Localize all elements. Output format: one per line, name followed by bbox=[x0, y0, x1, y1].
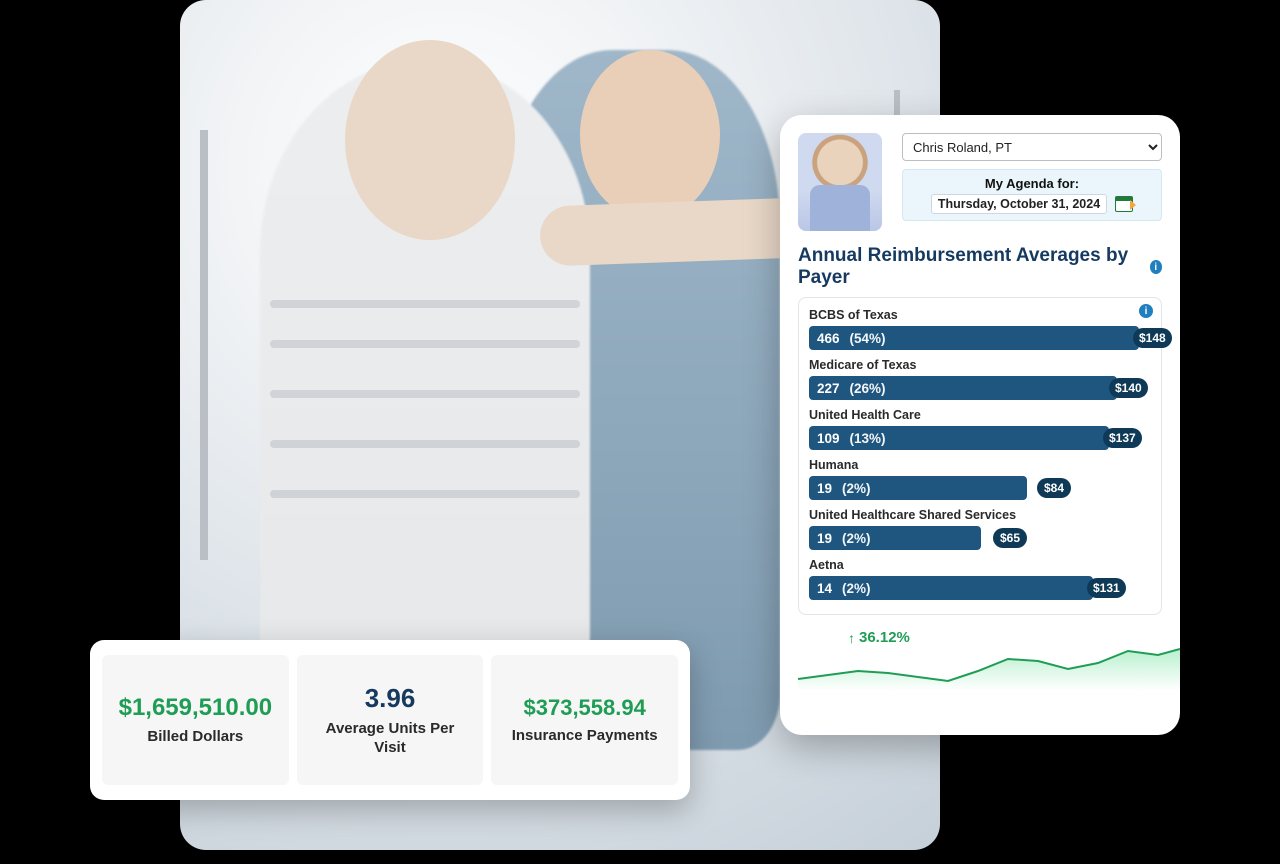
stats-card: $1,659,510.00 Billed Dollars 3.96 Average U… bbox=[90, 640, 690, 800]
payer-amount-bubble: $84 bbox=[1037, 478, 1071, 498]
payer-bar-wrap: 19 (2%) $65 bbox=[809, 526, 1151, 550]
payer-name: Aetna bbox=[809, 558, 1151, 572]
payer-bar: 109 (13%) bbox=[809, 426, 1109, 450]
sparkline-chart bbox=[798, 631, 1180, 691]
payer-row: Humana 19 (2%) $84 bbox=[809, 458, 1151, 500]
agenda-date[interactable]: Thursday, October 31, 2024 bbox=[931, 194, 1107, 214]
payer-bar-wrap: 109 (13%) $137 bbox=[809, 426, 1151, 450]
payer-bar-wrap: 14 (2%) $131 bbox=[809, 576, 1151, 600]
photo-shirt-stripe bbox=[270, 440, 580, 448]
payer-amount-bubble: $148 bbox=[1133, 328, 1172, 348]
payer-percent: (26%) bbox=[850, 381, 886, 396]
stat-value: $373,558.94 bbox=[524, 695, 646, 721]
payer-name: Humana bbox=[809, 458, 1151, 472]
stat-cell: $373,558.94 Insurance Payments bbox=[491, 655, 678, 785]
payer-name: United Health Care bbox=[809, 408, 1151, 422]
payer-row: BCBS of Texas466(54%)$148 bbox=[809, 308, 1151, 350]
payer-amount-bubble: $140 bbox=[1109, 378, 1148, 398]
stat-cell: $1,659,510.00 Billed Dollars bbox=[102, 655, 289, 785]
payer-bar: 19 (2%) bbox=[809, 526, 981, 550]
payer-row: Aetna 14 (2%) $131 bbox=[809, 558, 1151, 600]
payer-percent: (2%) bbox=[842, 581, 871, 596]
stat-value: $1,659,510.00 bbox=[119, 694, 272, 722]
payer-row: Medicare of Texas 227 (26%) $140 bbox=[809, 358, 1151, 400]
trend-sparkline-area: ↑ 36.12% bbox=[798, 621, 1162, 691]
info-icon[interactable]: i bbox=[1150, 260, 1163, 274]
payer-count: 227 bbox=[817, 381, 840, 396]
payer-bar: 19 (2%) bbox=[809, 476, 1027, 500]
payer-bar-wrap: 19 (2%) $84 bbox=[809, 476, 1151, 500]
agenda-label: My Agenda for: bbox=[911, 176, 1153, 191]
payer-row: United Health Care 109 (13%) $137 bbox=[809, 408, 1151, 450]
stat-label: Insurance Payments bbox=[512, 727, 658, 746]
agenda-box: My Agenda for: Thursday, October 31, 202… bbox=[902, 169, 1162, 221]
photo-shirt-stripe bbox=[270, 340, 580, 348]
photo-equipment-bar bbox=[200, 130, 208, 560]
stat-label: Average Units Per Visit bbox=[311, 720, 470, 758]
payer-bar-wrap: 466(54%)$148 bbox=[809, 326, 1151, 350]
payer-bar: 14 (2%) bbox=[809, 576, 1093, 600]
photo-therapist-head bbox=[580, 50, 720, 220]
payer-count: 14 bbox=[817, 581, 832, 596]
payer-count: 19 bbox=[817, 531, 832, 546]
reimbursement-panel: Chris Roland, PT My Agenda for: Thursday… bbox=[780, 115, 1180, 735]
panel-title: Annual Reimbursement Averages by Payer i bbox=[798, 245, 1162, 289]
payer-percent: (54%) bbox=[850, 331, 886, 346]
payer-name: United Healthcare Shared Services bbox=[809, 508, 1151, 522]
payer-amount-bubble: $137 bbox=[1103, 428, 1142, 448]
payer-percent: (2%) bbox=[842, 481, 871, 496]
payer-chart-card: i BCBS of Texas466(54%)$148Medicare of T… bbox=[798, 297, 1162, 615]
payer-bar: 466 (54%) bbox=[809, 326, 1139, 350]
payer-percent: (2%) bbox=[842, 531, 871, 546]
payer-name: Medicare of Texas bbox=[809, 358, 1151, 372]
panel-title-text: Annual Reimbursement Averages by Payer bbox=[798, 245, 1144, 289]
photo-patient-head bbox=[345, 40, 515, 240]
payer-count: 109 bbox=[817, 431, 840, 446]
payer-name: BCBS of Texas bbox=[809, 308, 1151, 322]
photo-shirt-stripe bbox=[270, 390, 580, 398]
payer-count: 19 bbox=[817, 481, 832, 496]
payer-amount-bubble: $65 bbox=[993, 528, 1027, 548]
payer-count: 466 bbox=[817, 331, 840, 346]
photo-shirt-stripe bbox=[270, 490, 580, 498]
user-select[interactable]: Chris Roland, PT bbox=[902, 133, 1162, 161]
stat-value: 3.96 bbox=[365, 683, 416, 714]
payer-bar: 227 (26%) bbox=[809, 376, 1117, 400]
stat-label: Billed Dollars bbox=[147, 728, 243, 747]
payer-percent: (13%) bbox=[850, 431, 886, 446]
avatar bbox=[798, 133, 882, 231]
payer-amount-bubble: $131 bbox=[1087, 578, 1126, 598]
payer-row: United Healthcare Shared Services 19 (2%) $… bbox=[809, 508, 1151, 550]
calendar-icon[interactable] bbox=[1115, 196, 1133, 212]
photo-shirt-stripe bbox=[270, 300, 580, 308]
info-icon[interactable]: i bbox=[1139, 304, 1153, 318]
payer-bar-wrap: 227 (26%) $140 bbox=[809, 376, 1151, 400]
stat-cell: 3.96 Average Units Per Visit bbox=[297, 655, 484, 785]
